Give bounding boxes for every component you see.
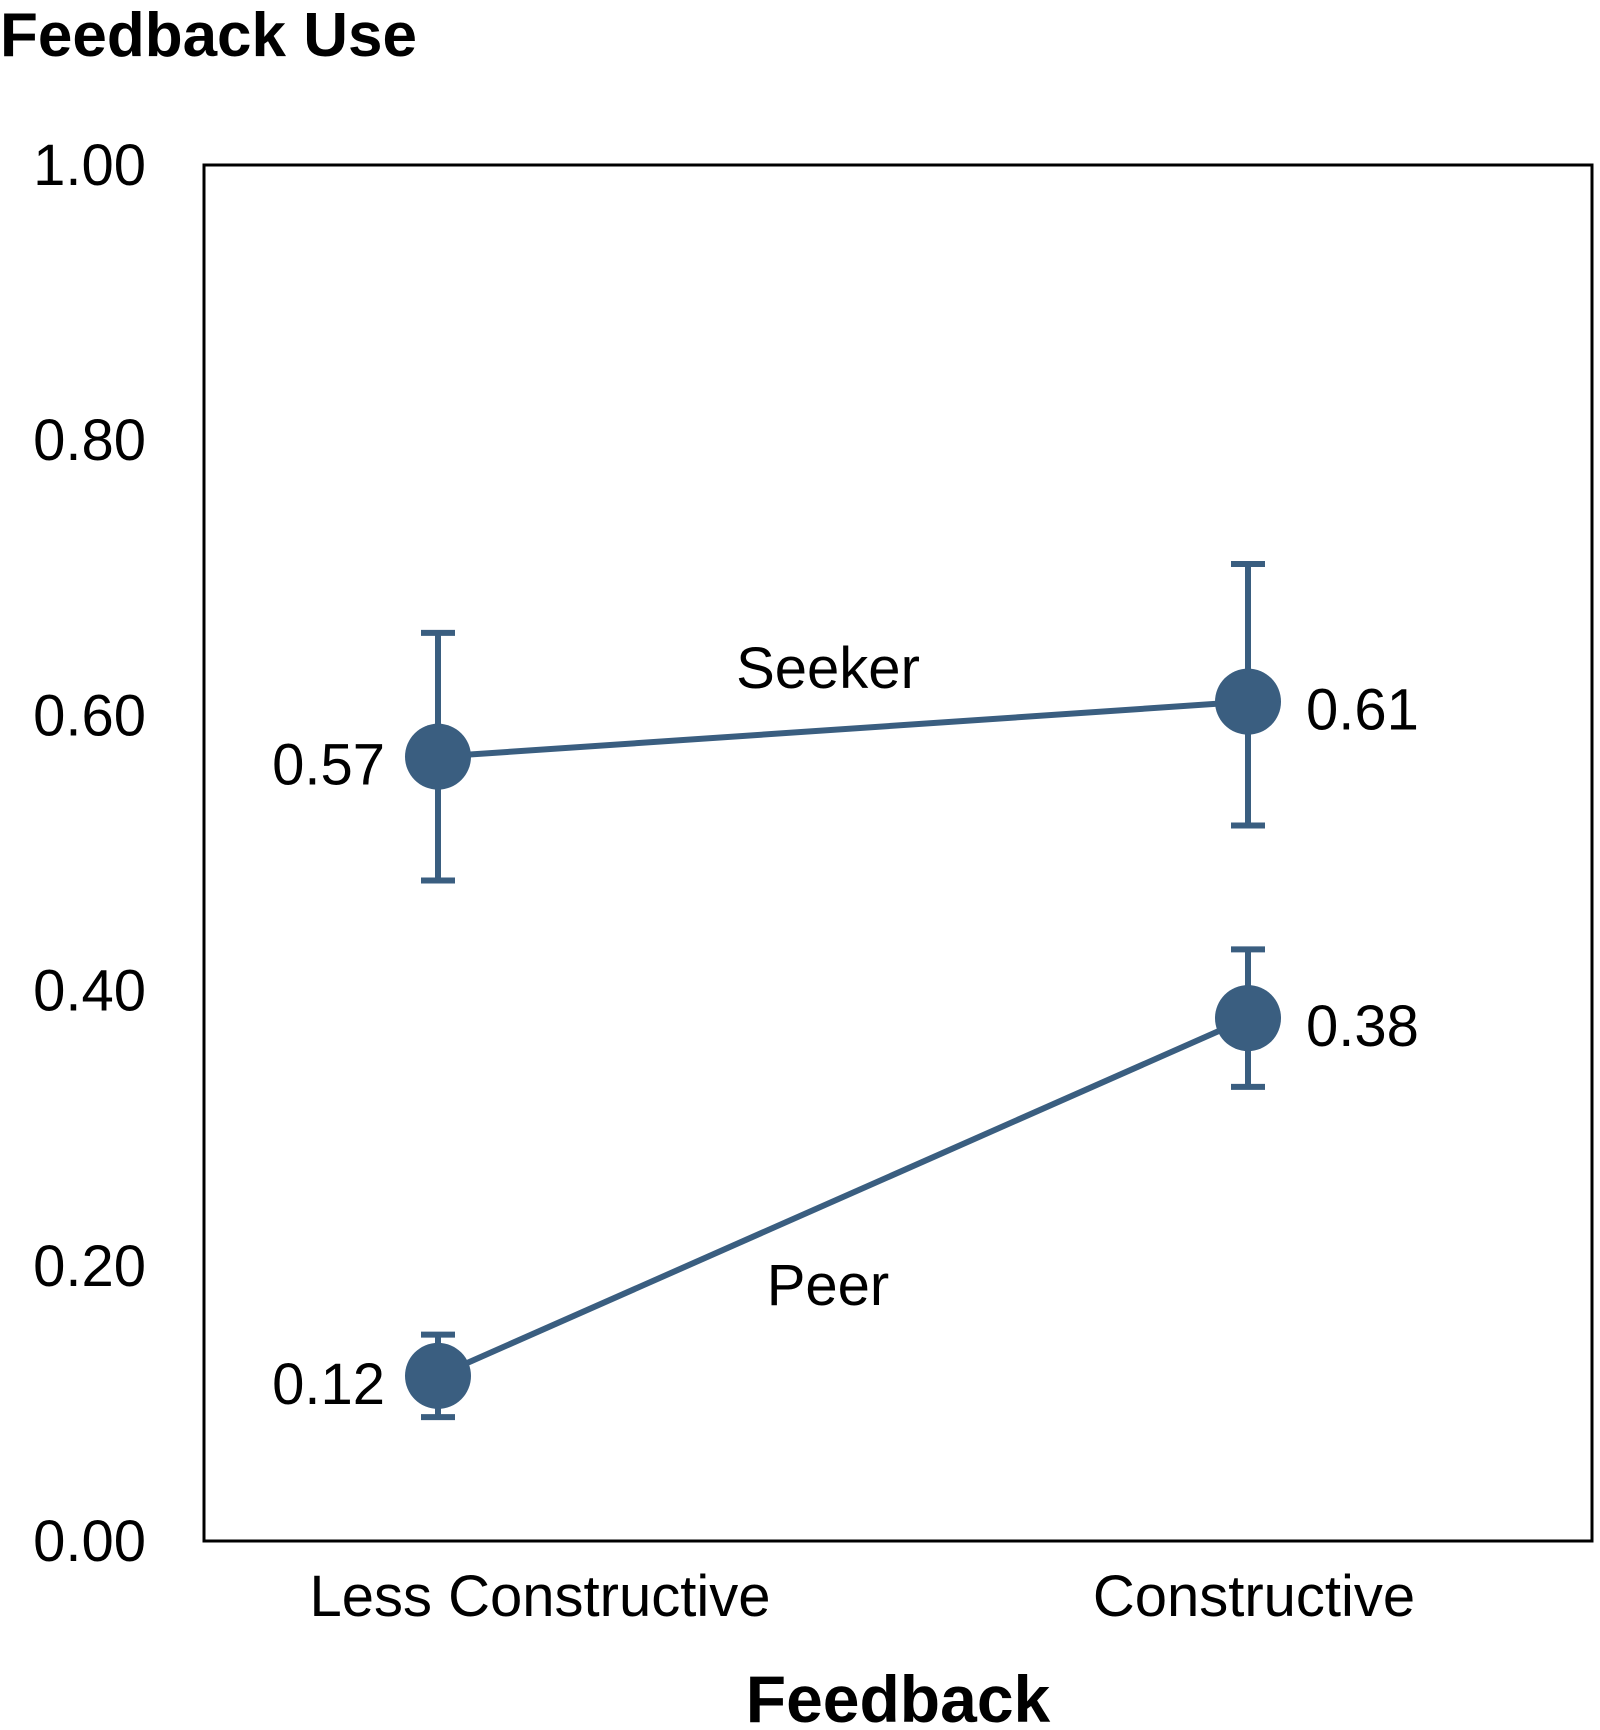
data-point: [1215, 668, 1281, 735]
series-group: 0.57 0.61 0.12 0.38 Seeker Peer: [272, 561, 1419, 1421]
x-tick-label: Less Constructive: [310, 1564, 771, 1629]
x-axis-ticks: Less Constructive Constructive: [310, 1564, 1416, 1629]
data-label: 0.57: [272, 733, 385, 798]
series-peer: 0.12 0.38: [272, 946, 1419, 1421]
series-line: [436, 1015, 1250, 1379]
data-label: 0.38: [1306, 994, 1419, 1059]
data-point: [405, 723, 471, 790]
y-axis-title: Feedback Use: [0, 1, 417, 70]
x-tick-label: Constructive: [1093, 1564, 1415, 1629]
data-point: [1215, 985, 1281, 1052]
plot-area: [202, 163, 1594, 1543]
y-tick-label: 0.80: [33, 408, 146, 473]
data-label: 0.12: [272, 1352, 385, 1417]
series-name-label: Peer: [767, 1253, 890, 1318]
series-name-label: Seeker: [736, 636, 920, 701]
series-line: [437, 698, 1249, 760]
series-seeker: 0.57 0.61: [272, 561, 1419, 884]
y-tick-label: 0.60: [33, 683, 146, 748]
y-tick-label: 1.00: [33, 133, 146, 198]
y-tick-label: 0.00: [33, 1509, 146, 1574]
y-tick-label: 0.40: [33, 959, 146, 1024]
y-tick-label: 0.20: [33, 1234, 146, 1299]
y-axis-ticks: 0.00 0.20 0.40 0.60 0.80 1.00: [33, 133, 146, 1574]
data-point: [405, 1342, 471, 1409]
x-axis-title: Feedback: [746, 1662, 1051, 1730]
data-label: 0.61: [1306, 678, 1419, 743]
